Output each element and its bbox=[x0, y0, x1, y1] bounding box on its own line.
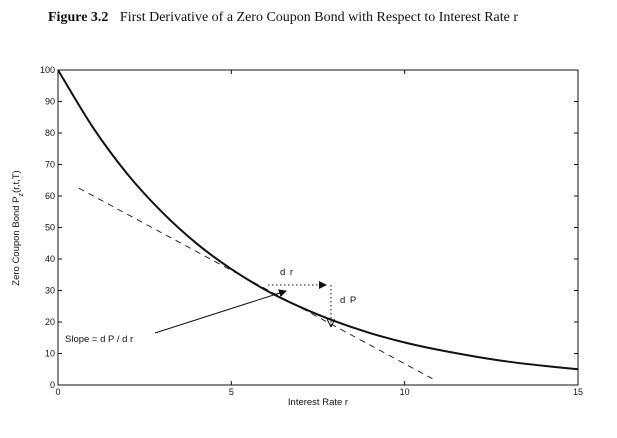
y-tick-label: 100 bbox=[40, 65, 55, 75]
x-tick-label: 15 bbox=[573, 387, 583, 397]
bond-price-curve bbox=[57, 69, 579, 371]
y-tick-label: 80 bbox=[45, 128, 55, 138]
y-axis-label: Zero Coupon Bond Pz(r,t,T) bbox=[11, 170, 25, 285]
axis-tick-labels: 0 5 10 15 0 10 20 30 40 50 60 70 80 90 100 bbox=[40, 65, 583, 397]
figure-title: Figure 3.2 First Derivative of a Zero Co… bbox=[48, 10, 608, 26]
slope-pointer-arrow bbox=[154, 289, 287, 334]
x-tick-label: 5 bbox=[229, 387, 234, 397]
y-tick-label: 60 bbox=[45, 191, 55, 201]
figure-caption: First Derivative of a Zero Coupon Bond w… bbox=[119, 10, 519, 25]
y-tick-label: 0 bbox=[50, 380, 55, 390]
y-tick-label: 70 bbox=[45, 160, 55, 170]
dr-label: d r bbox=[280, 267, 294, 278]
axis-ticks bbox=[57, 69, 579, 386]
figure-number: Figure 3.2 bbox=[48, 10, 109, 25]
x-tick-label: 10 bbox=[400, 387, 410, 397]
x-axis-label: Interest Rate r bbox=[288, 397, 348, 408]
y-tick-label: 50 bbox=[45, 223, 55, 233]
dp-label: d P bbox=[340, 295, 357, 306]
y-tick-label: 40 bbox=[45, 254, 55, 264]
y-tick-label: 20 bbox=[45, 317, 55, 327]
y-tick-label: 90 bbox=[45, 97, 55, 107]
plot-frame bbox=[57, 69, 579, 386]
y-tick-label: 30 bbox=[45, 286, 55, 296]
x-tick-label: 0 bbox=[55, 387, 60, 397]
slope-label: Slope = d P / d r bbox=[65, 334, 133, 345]
y-tick-label: 10 bbox=[45, 349, 55, 359]
